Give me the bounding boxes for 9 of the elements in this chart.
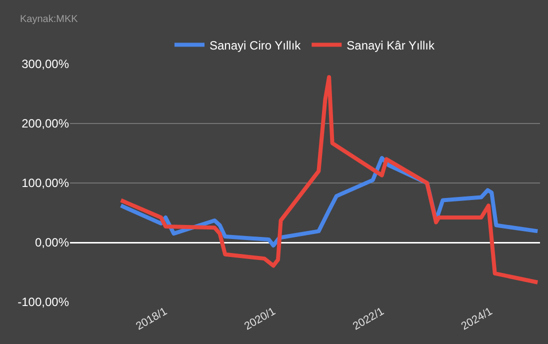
- legend-label: Sanayi Kâr Yıllık: [346, 38, 436, 52]
- text: Kaynak:MKK: [20, 14, 78, 25]
- line-series: [118, 75, 540, 284]
- y-tick-label: 300,00%: [22, 57, 70, 72]
- y-tick-label: -100,00%: [18, 295, 70, 310]
- y-tick-label: 0,00%: [34, 236, 70, 250]
- y-tick-label: 100,00%: [22, 176, 70, 190]
- y-tick-label: 200,00%: [22, 116, 70, 131]
- legend-label: Sanayi Ciro Yıllık: [210, 38, 302, 52]
